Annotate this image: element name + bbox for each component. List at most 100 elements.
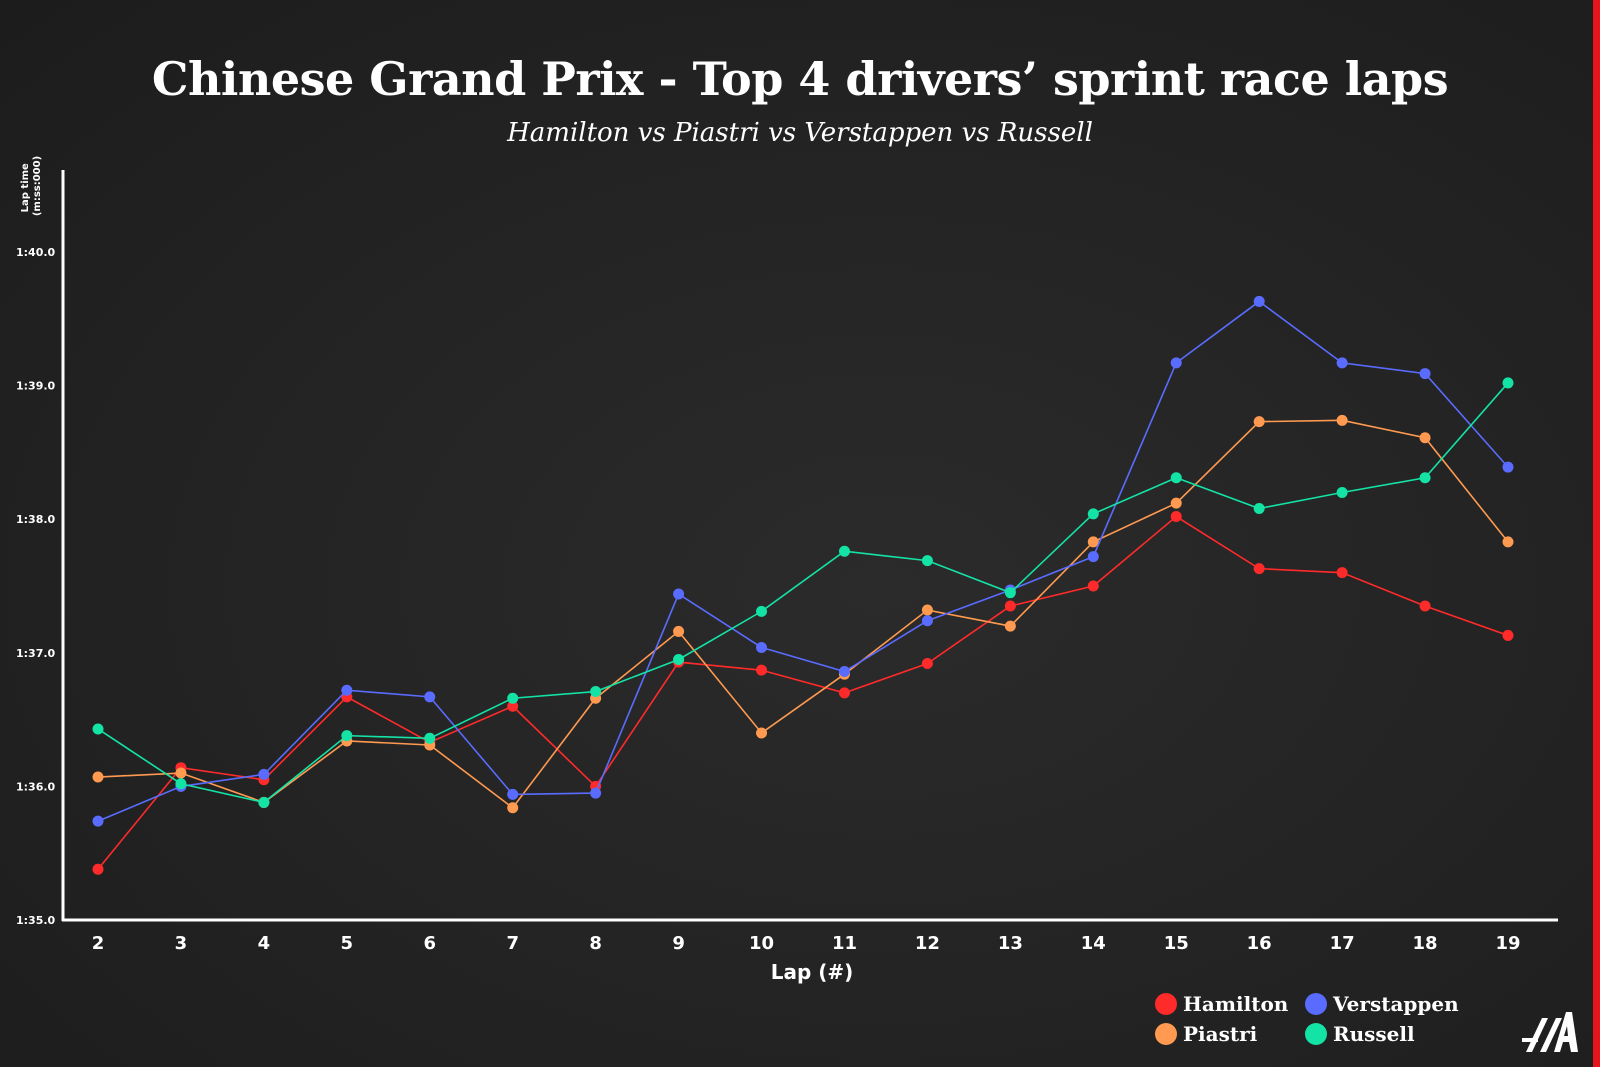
data-point-piastri [1419,432,1431,444]
data-point-russell [1253,503,1265,515]
data-point-russell [1004,587,1016,599]
legend-item-piastri: Piastri [1155,1022,1257,1046]
y-tick-label: 1:35.0 [16,914,56,927]
accent-bar [1593,0,1600,1067]
series-piastri [92,414,1514,814]
legend-item-hamilton: Hamilton [1155,992,1288,1016]
axes [61,170,1558,922]
data-point-russell [1502,377,1514,389]
x-tick-label: 12 [915,933,940,954]
y-tick-label: 1:38.0 [16,513,56,526]
series-line-russell [97,382,1509,804]
data-point-piastri [756,727,768,739]
data-point-russell [1336,486,1348,498]
x-tick-label: 8 [589,933,602,954]
x-axis-title: Lap (#) [771,960,854,984]
data-point-hamilton [921,657,933,669]
data-point-piastri [1336,414,1348,426]
data-point-hamilton [507,700,519,712]
x-tick-label: 7 [506,933,519,954]
data-point-piastri [175,767,187,779]
data-point-verstappen [1087,551,1099,563]
series-layer [92,295,1514,875]
data-point-russell [1087,508,1099,520]
legend-label: Hamilton [1183,992,1289,1016]
x-tick-label: 14 [1081,933,1106,954]
data-point-hamilton [756,664,768,676]
data-point-russell [838,545,850,557]
data-point-piastri [921,604,933,616]
data-point-piastri [673,625,685,637]
legend-swatch [1155,1023,1177,1045]
data-point-verstappen [1419,368,1431,380]
data-point-hamilton [1170,511,1182,523]
data-point-russell [1170,472,1182,484]
data-point-piastri [1502,536,1514,548]
data-point-russell [258,796,270,808]
series-verstappen [92,295,1514,827]
data-point-verstappen [341,684,353,696]
x-tick-label: 10 [749,933,774,954]
data-point-hamilton [1419,600,1431,612]
data-point-russell [673,653,685,665]
x-tick-label: 2 [92,933,105,954]
y-tick-label: 1:39.0 [16,380,56,393]
x-tick-label: 16 [1247,933,1272,954]
data-point-russell [341,730,353,742]
data-point-verstappen [258,768,270,780]
the-athletic-logo-icon [1522,1012,1578,1052]
series-line-piastri [97,419,1509,809]
x-tick-label: 4 [258,933,271,954]
data-point-piastri [1004,620,1016,632]
x-tick-labels: 2 3 4 5 6 7 8 9 10 11 12 13 14 15 16 17 18 19 [92,933,1521,954]
y-axis-title-line2: (m:ss:000) [32,156,43,216]
data-point-russell [590,686,602,698]
data-point-russell [424,732,436,744]
data-point-verstappen [1502,461,1514,473]
data-point-verstappen [507,788,519,800]
data-point-verstappen [1336,357,1348,369]
legend-item-verstappen: Verstappen [1305,992,1459,1016]
y-tick-labels: 1:35.0 1:36.0 1:37.0 1:38.0 1:39.0 1:40.0 [16,246,56,927]
legend-label: Piastri [1183,1022,1258,1046]
y-axis-title: Lap time (m:ss:000) [20,156,43,216]
x-tick-label: 19 [1495,933,1520,954]
data-point-verstappen [756,641,768,653]
series-hamilton [92,511,1514,875]
x-tick-label: 3 [175,933,188,954]
x-tick-label: 9 [672,933,685,954]
data-point-verstappen [838,666,850,678]
x-tick-label: 18 [1413,933,1438,954]
data-point-verstappen [424,691,436,703]
data-point-hamilton [92,863,104,875]
data-point-russell [92,723,104,735]
data-point-russell [507,692,519,704]
data-point-hamilton [1502,629,1514,641]
data-point-russell [175,778,187,790]
x-tick-label: 5 [341,933,354,954]
legend-label: Verstappen [1333,992,1459,1016]
data-point-verstappen [1170,357,1182,369]
x-tick-label: 13 [998,933,1023,954]
x-tick-label: 15 [1164,933,1189,954]
chart-subtitle: Hamilton vs Piastri vs Verstappen vs Rus… [507,118,1093,148]
y-tick-label: 1:40.0 [16,246,56,259]
legend: Hamilton Piastri Verstappen Russell [1155,992,1475,1052]
data-point-verstappen [92,815,104,827]
data-point-verstappen [673,588,685,600]
legend-swatch [1305,993,1327,1015]
legend-item-russell: Russell [1305,1022,1415,1046]
x-tick-label: 17 [1330,933,1355,954]
y-axis-title-line1: Lap time [20,163,31,212]
data-point-russell [756,605,768,617]
legend-swatch [1155,993,1177,1015]
series-russell [92,377,1514,808]
series-line-verstappen [97,300,1509,822]
x-tick-label: 11 [832,933,857,954]
data-point-piastri [92,771,104,783]
series-line-hamilton [97,515,1509,870]
data-point-piastri [507,802,519,814]
data-point-hamilton [1336,567,1348,579]
